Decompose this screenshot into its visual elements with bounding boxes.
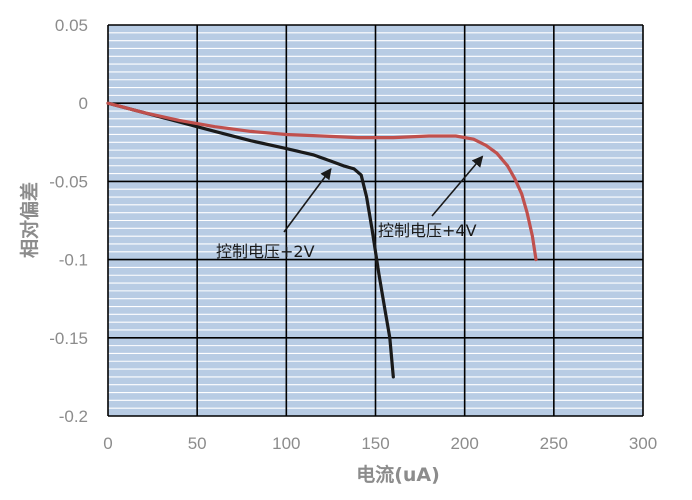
x-tick-label: 50 (188, 434, 207, 453)
y-tick-label: -0.15 (49, 329, 88, 348)
x-tick-label: 300 (629, 434, 657, 453)
x-tick-label: 0 (103, 434, 112, 453)
x-tick-label: 250 (540, 434, 568, 453)
series-line-1 (106, 101, 395, 379)
x-axis-label: 电流(uA) (356, 463, 440, 486)
x-axis-ticks: 0 50 100 150 200 250 300 (103, 434, 657, 453)
x-tick-label: 100 (272, 434, 300, 453)
annotation-label-1: 控制电压+2V (216, 242, 315, 261)
y-tick-label: -0.1 (59, 251, 88, 270)
y-axis-label: 相对偏差 (18, 182, 41, 258)
series-line-2 (106, 101, 538, 262)
annotation-arrow-1 (283, 167, 332, 233)
annotation-layer: 控制电压+2V 控制电压+4V (216, 155, 484, 261)
major-gridlines (107, 24, 644, 417)
x-tick-label: 150 (361, 434, 389, 453)
x-tick-label: 200 (450, 434, 478, 453)
y-axis-ticks: 0.05 0 -0.05 -0.1 -0.15 -0.2 (49, 16, 88, 426)
y-tick-label: 0.05 (55, 16, 88, 35)
series-layer (106, 101, 538, 379)
annotation-arrow-2 (431, 155, 484, 217)
annotation-label-2: 控制电压+4V (378, 221, 477, 240)
y-tick-label: -0.2 (59, 407, 88, 426)
y-tick-label: -0.05 (49, 172, 88, 191)
y-tick-label: 0 (79, 94, 88, 113)
